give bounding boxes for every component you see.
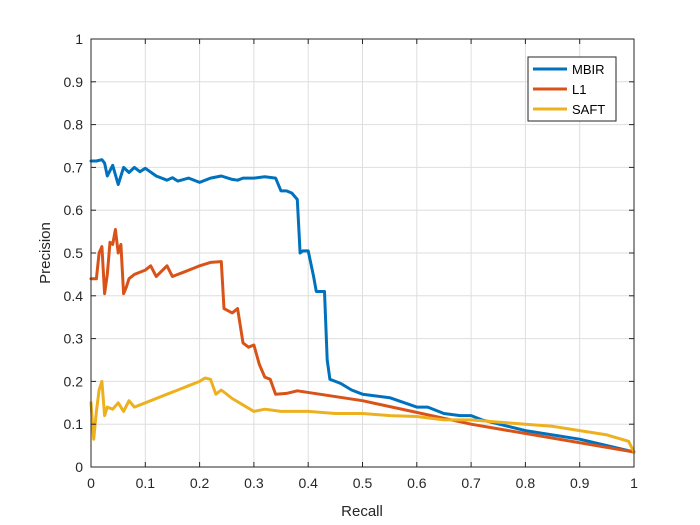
- y-tick-label: 0.1: [64, 416, 84, 432]
- legend-label-mbir: MBIR: [572, 62, 605, 77]
- y-tick-label: 0.5: [64, 245, 84, 261]
- legend-label-l1: L1: [572, 82, 586, 97]
- x-tick-label: 0.2: [190, 475, 210, 491]
- y-tick-label: 0.8: [64, 117, 84, 133]
- y-tick-label: 0.3: [64, 331, 84, 347]
- x-tick-label: 0.5: [353, 475, 373, 491]
- x-tick-label: 0.4: [298, 475, 318, 491]
- x-tick-label: 0.7: [461, 475, 481, 491]
- x-axis-label: Recall: [341, 503, 383, 520]
- y-tick-label: 0.4: [64, 288, 84, 304]
- y-tick-label: 0.7: [64, 159, 84, 175]
- legend-label-saft: SAFT: [572, 102, 605, 117]
- x-tick-label: 1: [630, 475, 638, 491]
- y-tick-label: 0.2: [64, 373, 84, 389]
- y-tick-label: 0: [75, 459, 83, 475]
- x-tick-label: 0: [87, 475, 95, 491]
- legend: MBIR L1 SAFT: [528, 57, 616, 121]
- x-tick-label: 0.1: [136, 475, 156, 491]
- y-axis-label: Precision: [37, 222, 54, 284]
- y-tick-label: 0.9: [64, 74, 84, 90]
- x-tick-label: 0.9: [570, 475, 590, 491]
- x-tick-label: 0.8: [516, 475, 536, 491]
- x-tick-label: 0.6: [407, 475, 427, 491]
- y-tick-label: 0.6: [64, 202, 84, 218]
- y-tick-label: 1: [75, 31, 83, 47]
- x-tick-label: 0.3: [244, 475, 264, 491]
